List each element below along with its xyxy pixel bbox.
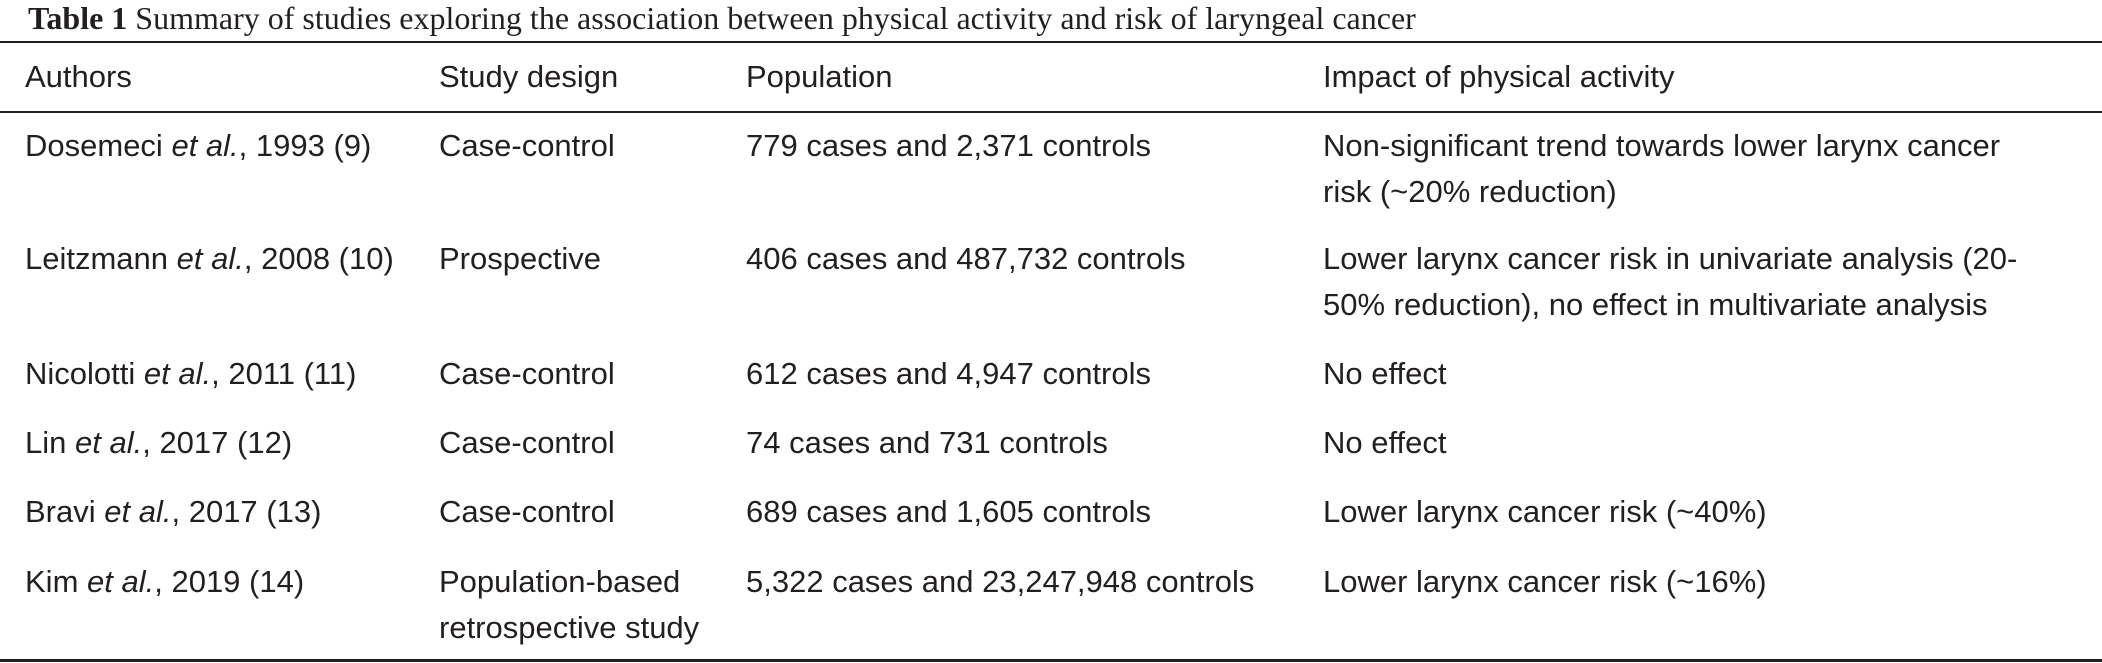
design-cell: Case-control: [439, 494, 615, 529]
impact-cell-line1: No effect: [1323, 356, 1447, 391]
author-cell: Nicolotti et al., 2011 (11): [25, 356, 357, 391]
author-cell: Dosemeci et al., 1993 (9): [25, 128, 372, 163]
author-cell: Leitzmann et al., 2008 (10): [25, 241, 394, 276]
header-population: Population: [746, 59, 893, 94]
population-cell: 689 cases and 1,605 controls: [746, 494, 1151, 529]
impact-cell-line1: Lower larynx cancer risk in univariate a…: [1323, 241, 2018, 276]
population-cell: 74 cases and 731 controls: [746, 425, 1108, 460]
impact-cell-line1: No effect: [1323, 425, 1447, 460]
design-cell-line1: Population-based: [439, 564, 681, 599]
bottom-rule: [0, 659, 2102, 662]
impact-cell-line2: risk (~20% reduction): [1323, 174, 1617, 209]
author-cell: Kim et al., 2019 (14): [25, 564, 305, 599]
author-cell: Lin et al., 2017 (12): [25, 425, 293, 460]
header-impact: Impact of physical activity: [1323, 59, 1675, 94]
author-cell: Bravi et al., 2017 (13): [25, 494, 322, 529]
design-cell: Case-control: [439, 128, 615, 163]
design-cell: Case-control: [439, 425, 615, 460]
design-cell-line2: retrospective study: [439, 610, 700, 645]
population-cell: 406 cases and 487,732 controls: [746, 241, 1186, 276]
table-caption: Table 1 Summary of studies exploring the…: [28, 0, 1416, 36]
table-label: Table 1: [28, 0, 128, 36]
design-cell: Prospective: [439, 241, 601, 276]
header-rule: [0, 111, 2102, 113]
table-title: Summary of studies exploring the associa…: [135, 0, 1416, 36]
header-authors: Authors: [25, 59, 132, 94]
impact-cell-line1: Non-significant trend towards lower lary…: [1323, 128, 2001, 163]
population-cell: 612 cases and 4,947 controls: [746, 356, 1151, 391]
impact-cell-line1: Lower larynx cancer risk (~16%): [1323, 564, 1767, 599]
population-cell: 779 cases and 2,371 controls: [746, 128, 1151, 163]
population-cell: 5,322 cases and 23,247,948 controls: [746, 564, 1255, 599]
design-cell: Case-control: [439, 356, 615, 391]
impact-cell-line2: 50% reduction), no effect in multivariat…: [1323, 287, 1988, 322]
top-rule: [0, 41, 2102, 43]
impact-cell-line1: Lower larynx cancer risk (~40%): [1323, 494, 1767, 529]
header-study-design: Study design: [439, 59, 619, 94]
